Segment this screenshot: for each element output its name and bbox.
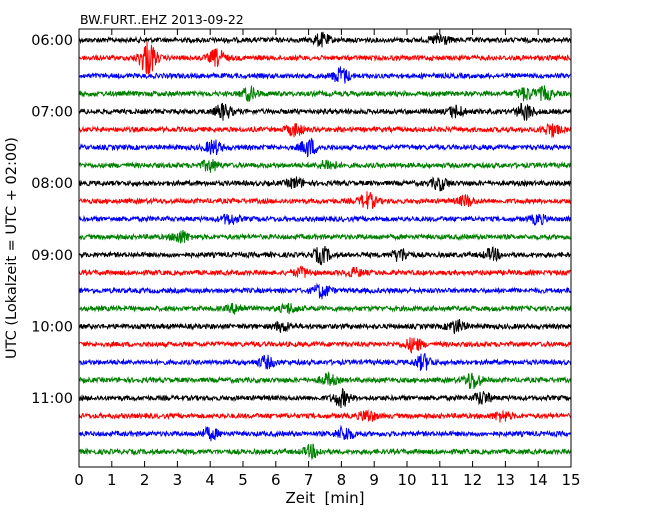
y-tick-label: 08:00	[31, 176, 73, 192]
x-tick-label: 11	[430, 471, 449, 489]
trace-1015	[78, 337, 572, 354]
trace-0830	[78, 213, 572, 227]
trace-0930	[78, 282, 572, 300]
x-tick-label: 14	[529, 471, 548, 489]
y-axis-ticks: 06:00 07:00 08:00 09:00 10:00 11:00	[31, 33, 571, 407]
x-tick-label: 10	[397, 471, 416, 489]
trace-group	[78, 31, 572, 461]
trace-0700	[78, 102, 572, 121]
y-tick-label: 07:00	[31, 105, 73, 121]
trace-0900	[78, 246, 572, 266]
y-tick-label: 11:00	[31, 391, 73, 407]
x-tick-label: 3	[173, 471, 183, 489]
x-tick-label: 12	[463, 471, 482, 489]
trace-0945	[78, 302, 572, 315]
y-axis-label: UTC (Lokalzeit = UTC + 02:00)	[4, 137, 20, 359]
y-tick-label: 06:00	[31, 33, 73, 49]
x-tick-label: 6	[271, 471, 281, 489]
trace-1145	[78, 443, 572, 461]
x-axis-ticks: 0 1 2 3 4 5 6 7 8 9 10 11 12 13 14 15	[74, 29, 581, 489]
plot-frame	[78, 28, 572, 468]
x-tick-label: 13	[496, 471, 515, 489]
trace-0630	[78, 65, 572, 84]
trace-1115	[78, 408, 572, 423]
trace-1045	[78, 371, 572, 390]
trace-1030	[78, 353, 572, 371]
chart-title: BW.FURT..EHZ 2013-09-22	[80, 12, 244, 27]
x-tick-label: 9	[369, 471, 379, 489]
x-tick-label: 4	[205, 471, 215, 489]
trace-0615	[78, 41, 572, 76]
y-tick-label: 09:00	[31, 248, 73, 264]
x-tick-label: 1	[107, 471, 117, 489]
y-tick-label: 10:00	[31, 319, 73, 335]
trace-0745	[78, 159, 572, 173]
x-tick-label: 8	[337, 471, 347, 489]
trace-1130	[78, 424, 572, 442]
x-tick-label: 15	[561, 471, 580, 489]
trace-0915	[78, 265, 572, 278]
x-tick-label: 7	[304, 471, 314, 489]
trace-0800	[78, 176, 572, 192]
x-axis-label: Zeit [min]	[285, 489, 364, 507]
x-tick-label: 5	[238, 471, 248, 489]
trace-0730	[78, 137, 572, 158]
x-tick-label: 0	[74, 471, 84, 489]
trace-0645	[78, 85, 572, 102]
trace-1100	[78, 387, 572, 409]
trace-0600	[78, 31, 572, 48]
x-tick-label: 2	[140, 471, 150, 489]
trace-0815	[78, 191, 572, 210]
trace-1000	[78, 319, 572, 335]
trace-0715	[78, 123, 572, 138]
trace-0845	[78, 229, 572, 244]
